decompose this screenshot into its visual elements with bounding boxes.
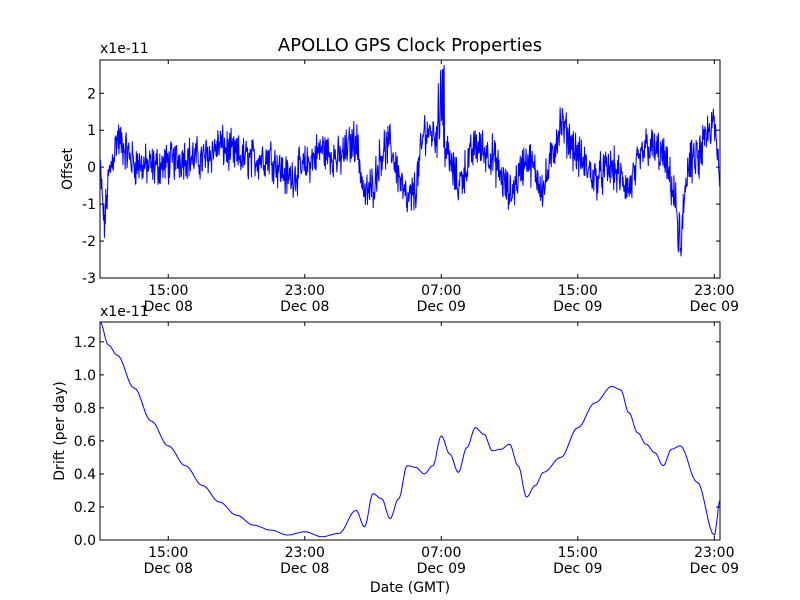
drift-xtick-time-label: 15:00 xyxy=(148,545,188,561)
drift-ytick-label: 0.6 xyxy=(74,434,96,450)
drift-x-axis-label: Date (GMT) xyxy=(370,580,450,596)
offset-ytick-label: 0 xyxy=(87,160,96,176)
drift-ytick-label: 1.0 xyxy=(74,368,96,384)
offset-xtick-date-label: Dec 09 xyxy=(417,299,466,315)
drift-exponent-label: x1e-11 xyxy=(100,304,149,320)
offset-series-group xyxy=(100,64,720,257)
offset-y-axis-label: Offset xyxy=(60,147,76,190)
offset-ytick-label: -1 xyxy=(82,197,96,213)
offset-ytick-label: 1 xyxy=(87,123,96,139)
offset-xtick-time-label: 07:00 xyxy=(421,283,461,299)
offset-xtick-time-label: 15:00 xyxy=(148,283,188,299)
drift-series-group xyxy=(100,322,720,538)
offset-ytick-label: -2 xyxy=(82,234,96,250)
drift-xtick-time-label: 23:00 xyxy=(694,545,734,561)
drift-xtick-date-label: Dec 09 xyxy=(690,561,739,577)
drift-xtick-date-label: Dec 08 xyxy=(144,561,193,577)
offset-xtick-time-label: 23:00 xyxy=(285,283,325,299)
offset-exponent-label: x1e-11 xyxy=(100,41,149,57)
drift-ytick-label: 1.2 xyxy=(74,335,96,351)
drift-plot-frame xyxy=(99,321,721,541)
offset-xtick-date-label: Dec 09 xyxy=(690,299,739,315)
drift-ytick-label: 0.8 xyxy=(74,401,96,417)
offset-ytick-label: -3 xyxy=(82,271,96,287)
offset-xtick-date-label: Dec 09 xyxy=(553,299,602,315)
offset-xtick-time-label: 15:00 xyxy=(558,283,598,299)
drift-ytick-label: 0.2 xyxy=(74,500,96,516)
offset-xtick-date-label: Dec 08 xyxy=(144,299,193,315)
drift-ytick-label: 0.4 xyxy=(74,467,96,483)
offset-series-line xyxy=(100,64,720,257)
drift-xtick-time-label: 23:00 xyxy=(285,545,325,561)
offset-plot-frame xyxy=(99,59,721,279)
offset-xtick-date-label: Dec 08 xyxy=(280,299,329,315)
drift-subplot: x1e-11 Drift (per day) Date (GMT) 0.0 0.2… xyxy=(52,304,739,596)
chart-title: APOLLO GPS Clock Properties xyxy=(278,35,542,56)
drift-xtick-date-label: Dec 09 xyxy=(417,561,466,577)
offset-ytick-label: 2 xyxy=(87,86,96,102)
offset-xtick-time-label: 23:00 xyxy=(694,283,734,299)
drift-xtick-time-label: 15:00 xyxy=(558,545,598,561)
drift-series-line xyxy=(100,322,720,538)
drift-y-axis-label: Drift (per day) xyxy=(52,381,68,480)
drift-xtick-date-label: Dec 08 xyxy=(280,561,329,577)
drift-xtick-date-label: Dec 09 xyxy=(553,561,602,577)
drift-xtick-time-label: 07:00 xyxy=(421,545,461,561)
drift-ytick-label: 0.0 xyxy=(74,533,96,549)
